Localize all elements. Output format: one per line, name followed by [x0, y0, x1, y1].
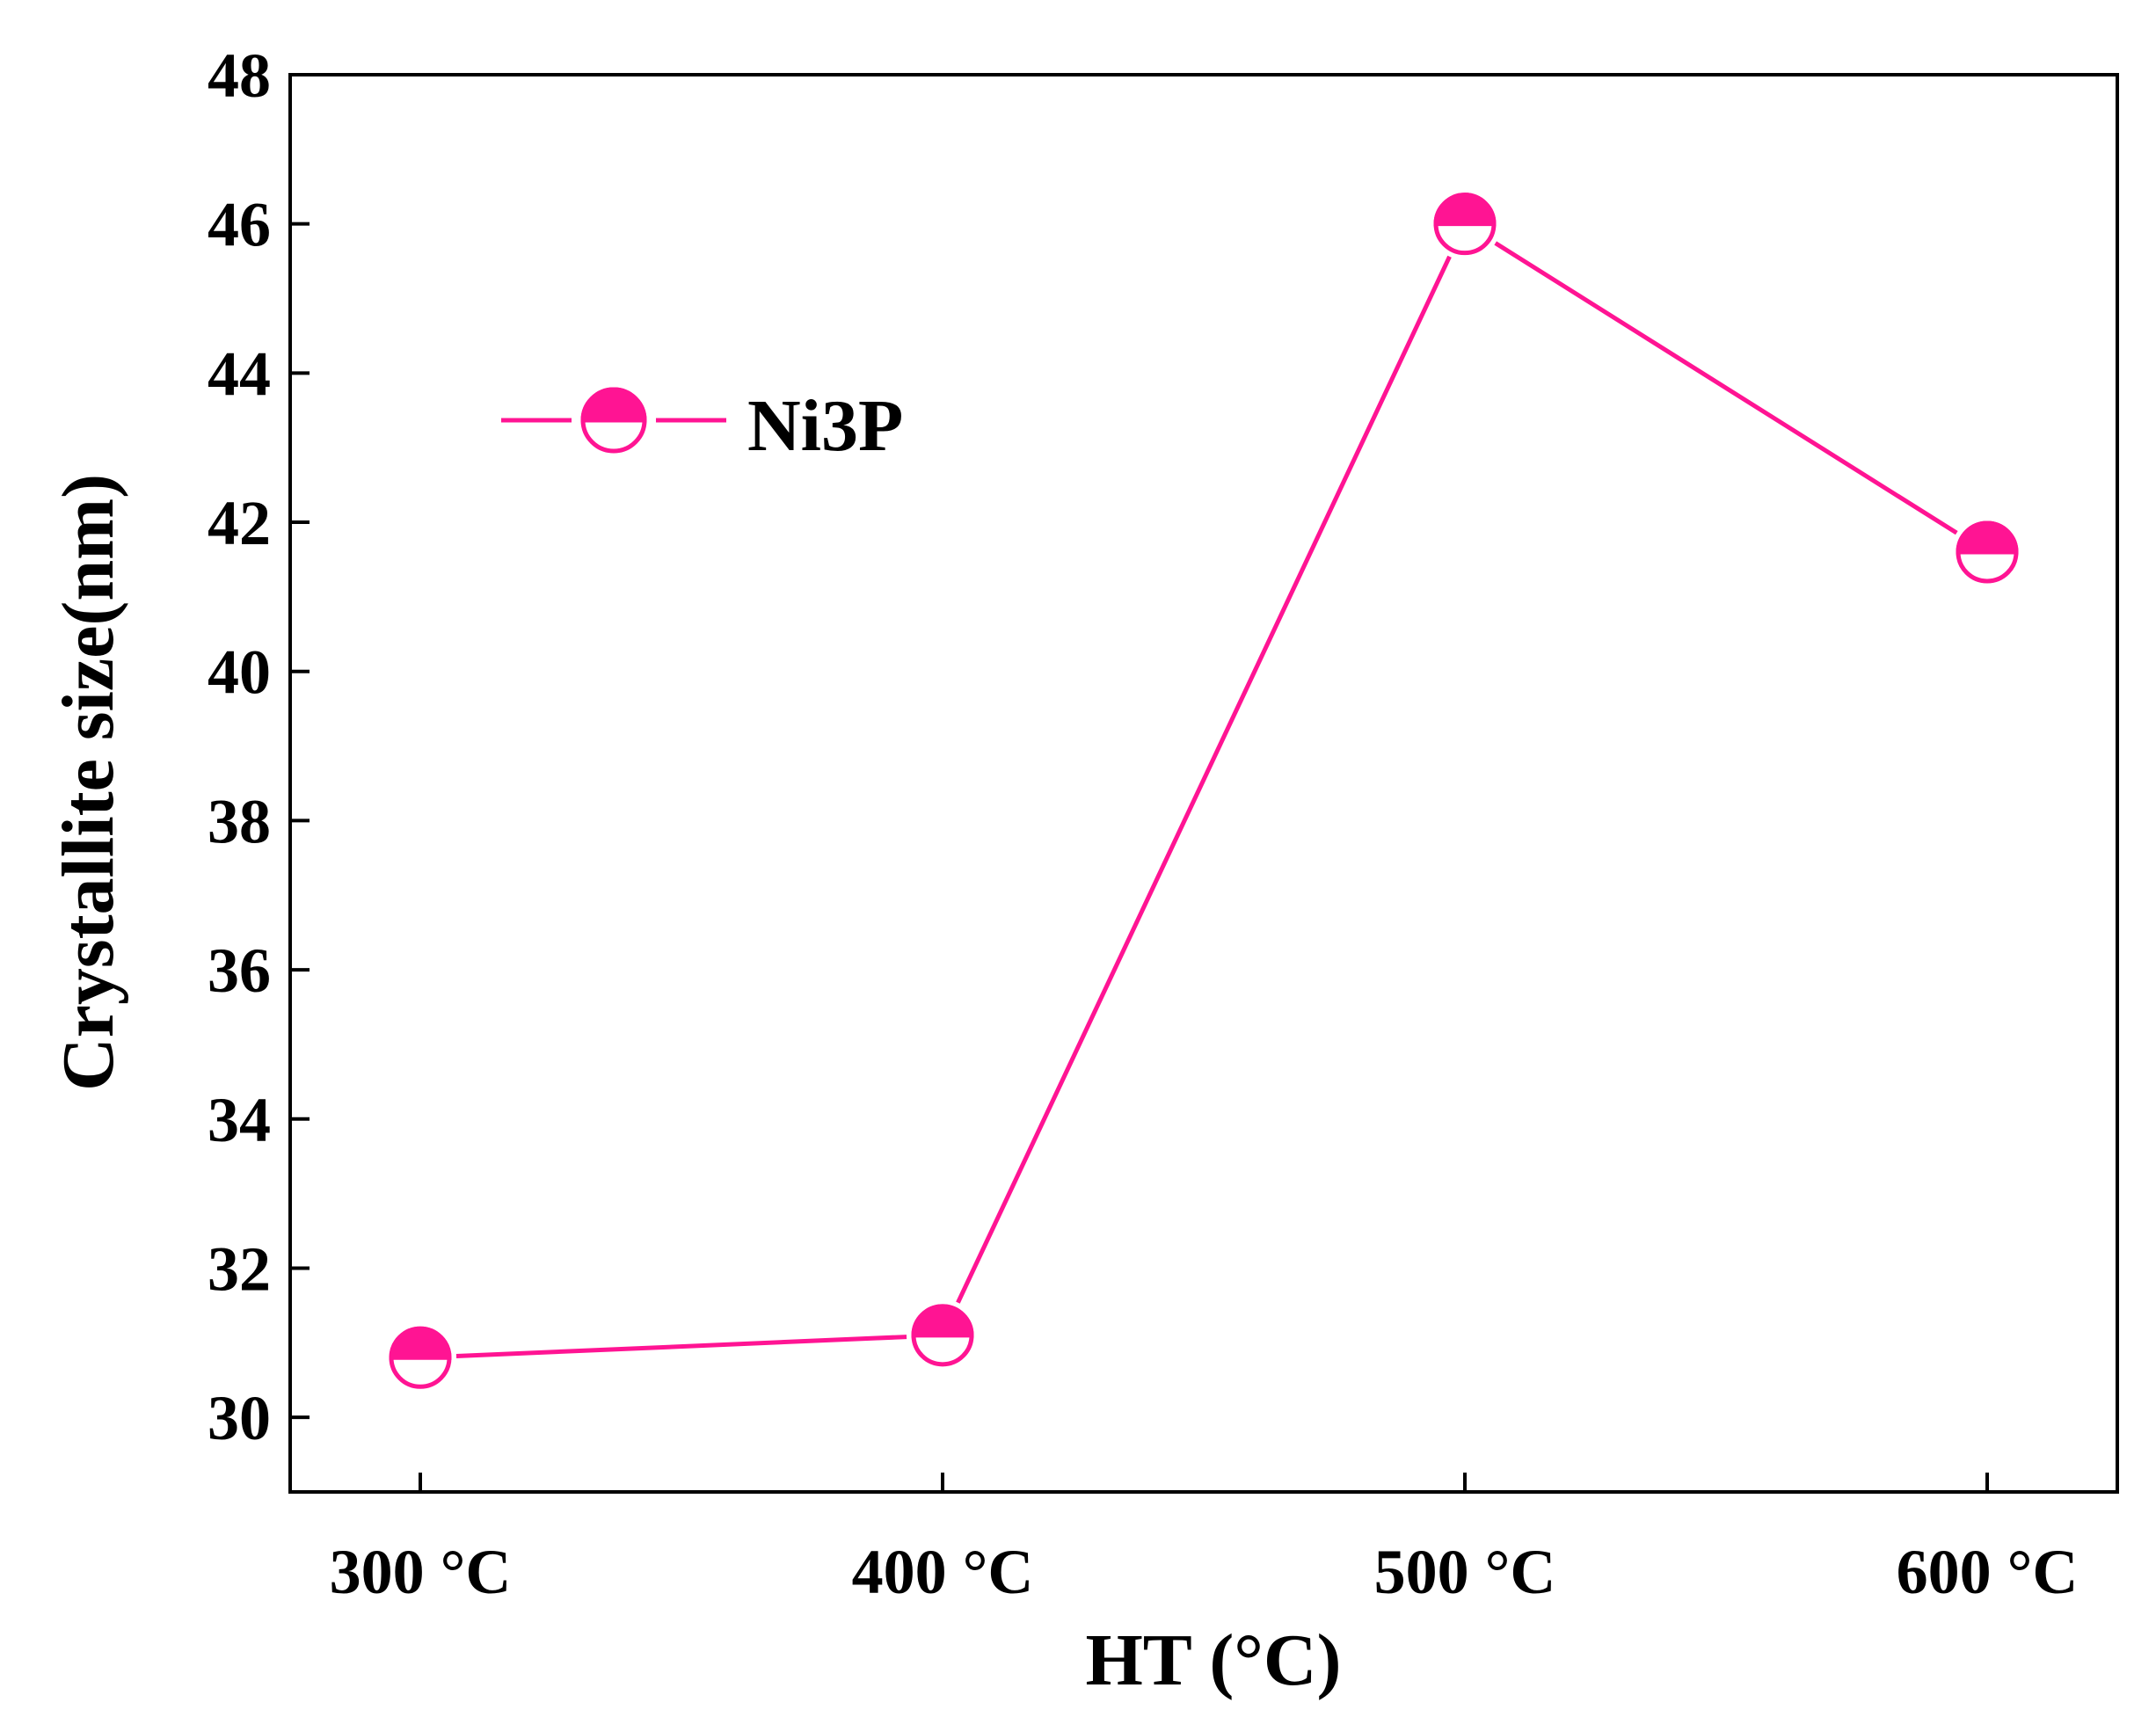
data-point-fill	[911, 1304, 974, 1338]
y-tick-label: 38	[208, 786, 271, 856]
x-tick-label: 600 °C	[1897, 1537, 2079, 1607]
series-line-segment	[956, 255, 1452, 1304]
series-layer	[389, 193, 2019, 1389]
data-point-fill	[389, 1326, 452, 1360]
legend-marker-symbol-fill	[580, 387, 647, 423]
data-point	[911, 1304, 974, 1367]
y-tick-label: 42	[208, 488, 271, 558]
y-tick-label: 46	[208, 190, 271, 260]
y-tick-label: 44	[208, 338, 271, 409]
y-tick-label: 48	[208, 40, 271, 111]
series-line-segment	[455, 1335, 907, 1359]
data-point-fill	[1433, 193, 1497, 227]
plot-frame	[288, 73, 2119, 1494]
data-point	[1433, 193, 1497, 256]
x-tick-label: 400 °C	[852, 1537, 1034, 1607]
y-axis-title: Crystallite size(nm)	[47, 474, 129, 1091]
x-axis: 300 °C 400 °C 500 °C 600 °C	[330, 1473, 2079, 1607]
legend: Ni3P	[501, 385, 903, 467]
legend-marker	[580, 387, 647, 454]
y-axis: 30 32 34 36 38 40 42 44 46 48	[208, 40, 310, 1453]
y-tick-label: 30	[208, 1383, 271, 1453]
x-tick-label: 300 °C	[330, 1537, 512, 1607]
y-tick-label: 34	[208, 1085, 271, 1155]
x-tick-label: 500 °C	[1374, 1537, 1556, 1607]
data-point-fill	[1956, 520, 2019, 555]
x-axis-title: HT (°C)	[1085, 1619, 1341, 1701]
data-point	[1956, 520, 2019, 584]
series-line-segment	[1494, 241, 1958, 535]
legend-marker-symbol	[580, 387, 647, 454]
data-point	[389, 1326, 452, 1389]
y-tick-label: 40	[208, 637, 271, 708]
y-tick-label: 32	[208, 1233, 271, 1304]
legend-label: Ni3P	[747, 385, 903, 467]
y-tick-label: 36	[208, 935, 271, 1006]
